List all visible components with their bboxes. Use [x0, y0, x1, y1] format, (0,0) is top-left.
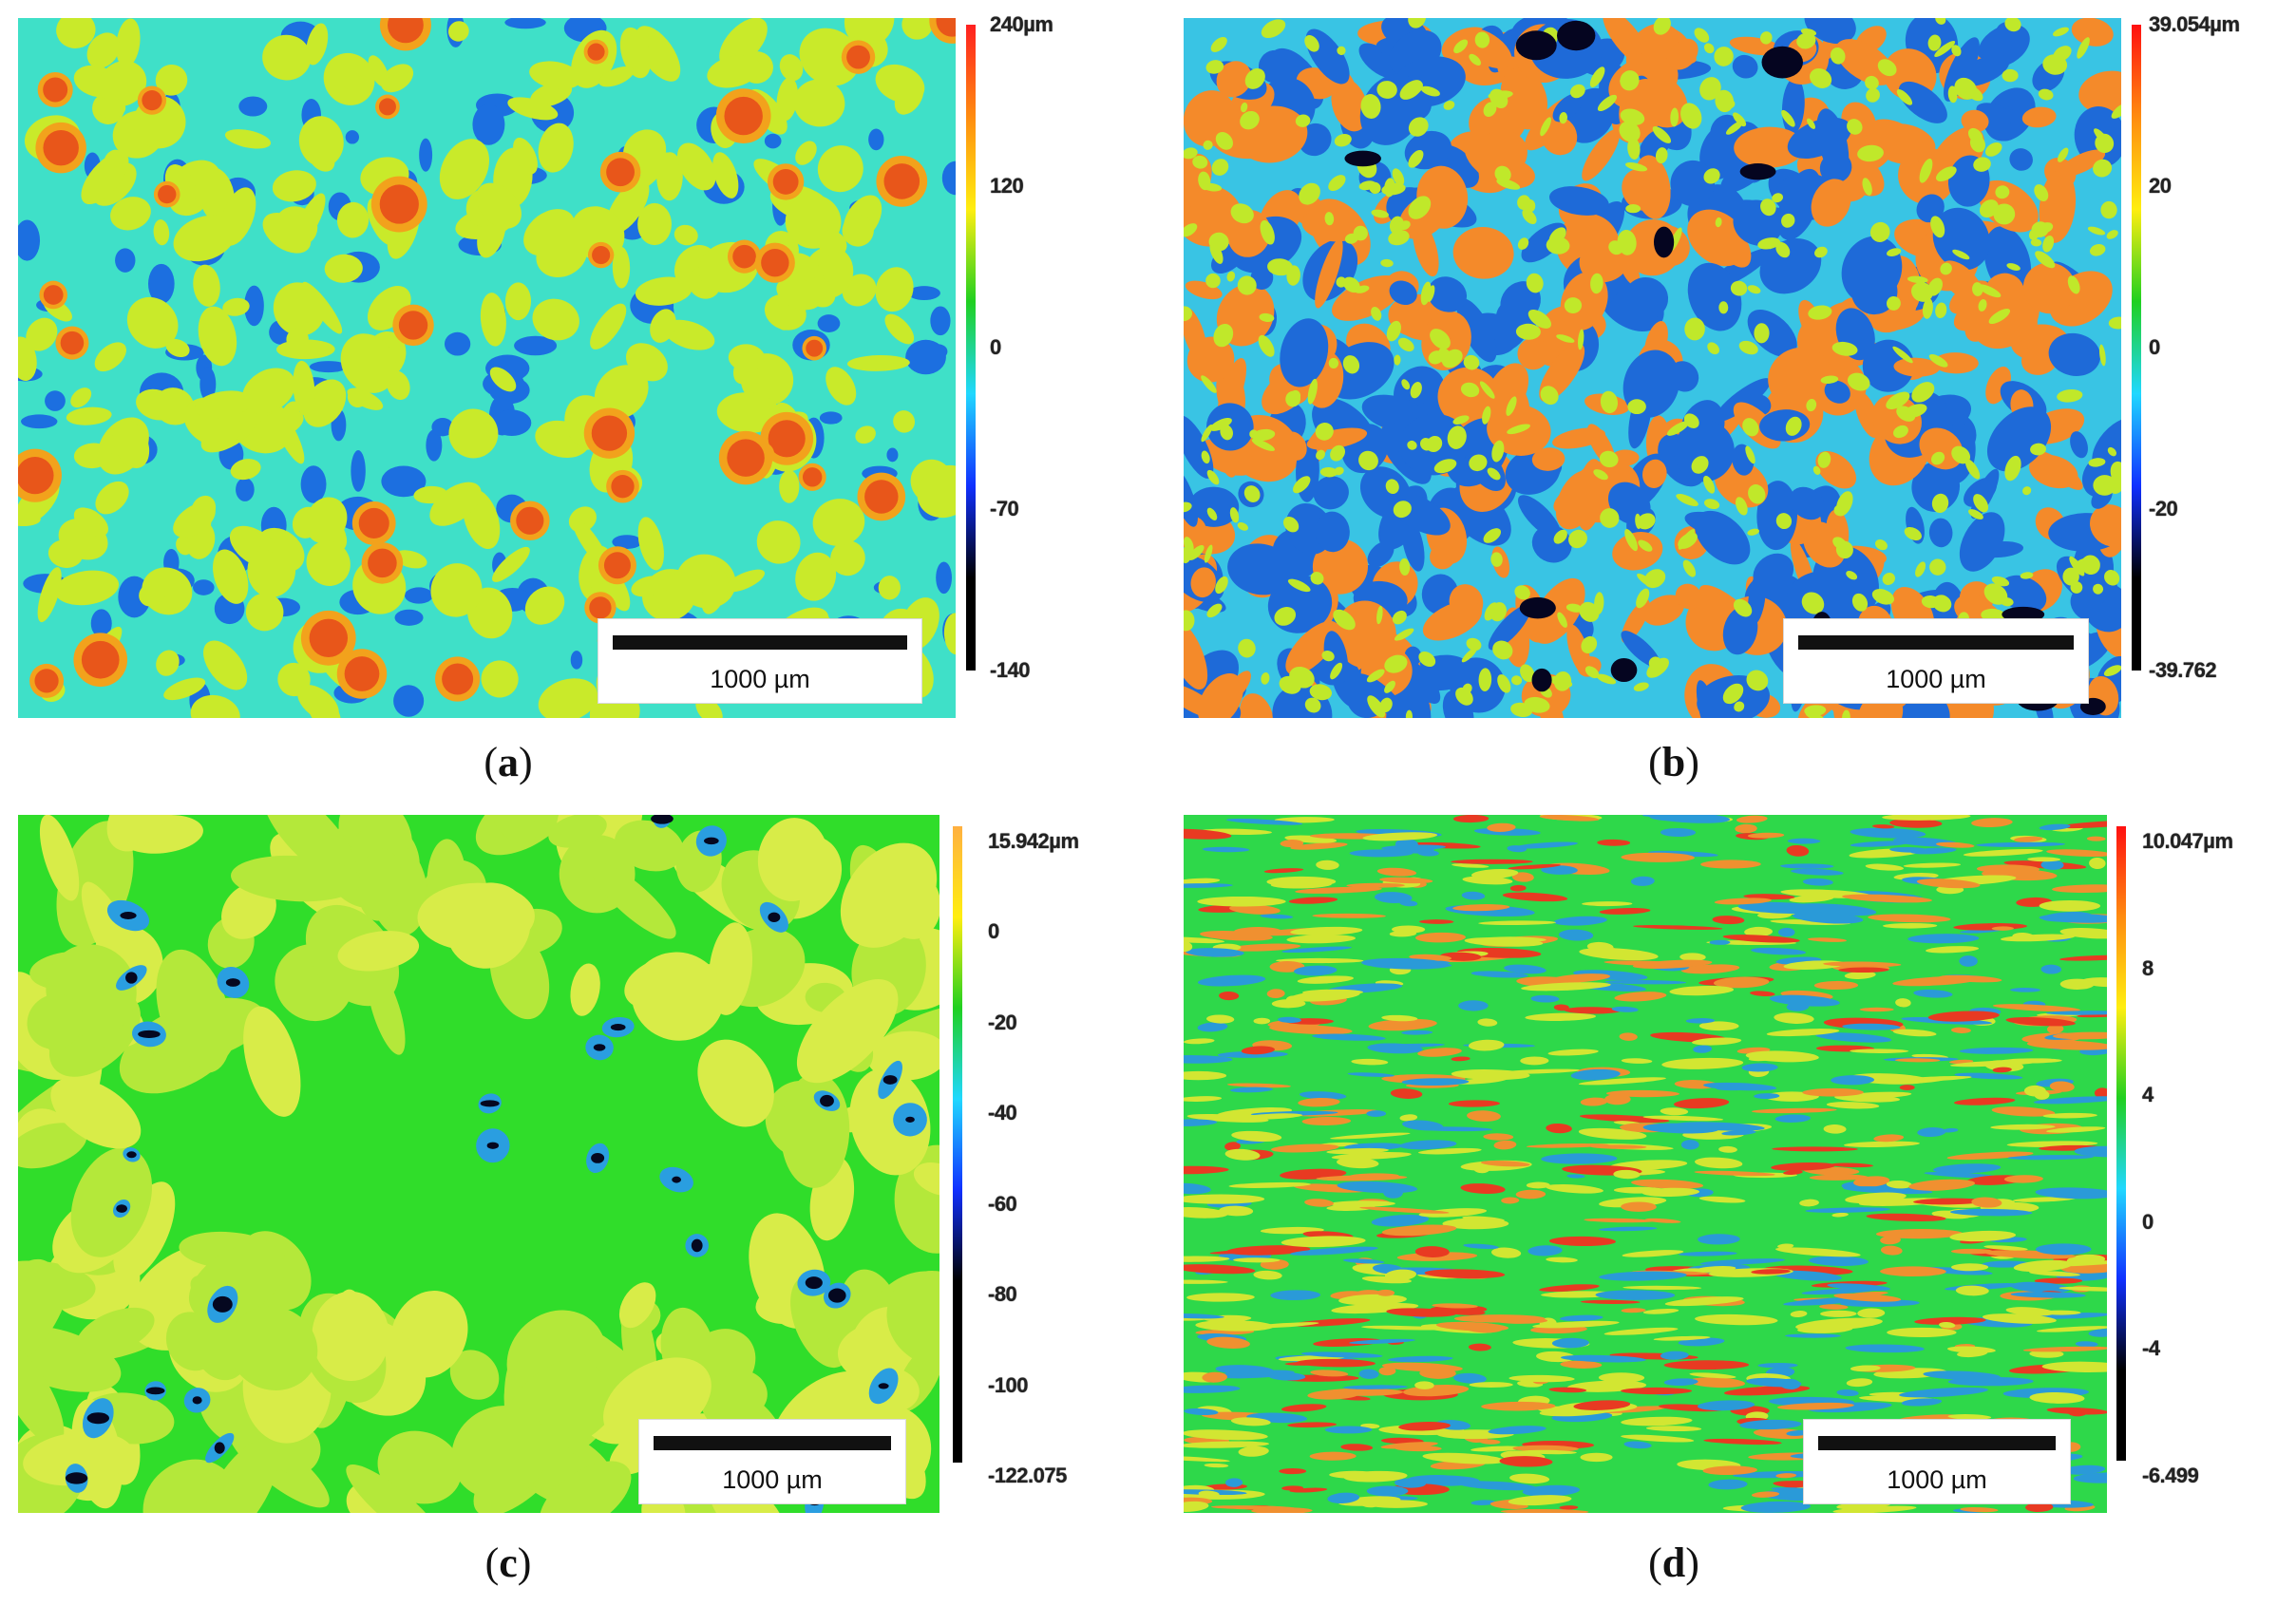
colorbar-a: [966, 25, 976, 671]
colorbar-tick-label: 0: [990, 335, 1001, 359]
caption-b: (b): [1648, 739, 1699, 785]
scale-bar-label-c: 1000 µm: [722, 1465, 823, 1494]
colorbar-tick-label: 8: [2142, 955, 2154, 980]
colorbar-tick-label: -140: [990, 658, 1031, 682]
scale-bar-d: [1818, 1436, 2056, 1450]
colorbar-tick-label: -6.499: [2142, 1464, 2199, 1487]
caption-d: (d): [1648, 1540, 1699, 1586]
colorbar-tick-label: 20: [2149, 174, 2172, 198]
colorbar-tick-label: 15.942µm: [988, 829, 1079, 853]
colorbar-tick-label: 0: [2142, 1209, 2154, 1234]
colorbar-tick-label: -122.075: [988, 1464, 1067, 1487]
scale-bar-box-a: 1000 µm: [598, 618, 922, 704]
height-map-c: [18, 815, 939, 1513]
colorbar-d: [2116, 826, 2126, 1461]
scale-bar-box-d: 1000 µm: [1803, 1419, 2071, 1504]
caption-a: (a): [484, 739, 533, 785]
caption-c: (c): [484, 1540, 532, 1586]
colorbar-tick-label: -4: [2142, 1336, 2160, 1361]
colorbar-tick-label: -60: [988, 1191, 1017, 1216]
colorbar-tick-label: -39.762: [2149, 658, 2217, 682]
colorbar-tick-label: 120: [990, 174, 1024, 198]
height-map-a: [18, 18, 956, 718]
scale-bar-box-c: 1000 µm: [638, 1419, 906, 1504]
colorbar-tick-label: -100: [988, 1372, 1029, 1397]
colorbar-tick-label: 0: [988, 919, 999, 944]
colorbar-tick-label: 10.047µm: [2142, 829, 2233, 853]
height-map-b: [1184, 18, 2121, 718]
height-map-d: [1184, 815, 2107, 1513]
colorbar-tick-label: 240µm: [990, 12, 1053, 36]
colorbar-tick-label: -80: [988, 1282, 1017, 1307]
colorbar-tick-label: -20: [2149, 497, 2178, 520]
scale-bar-label-b: 1000 µm: [1886, 665, 1986, 693]
scale-bar-label-d: 1000 µm: [1887, 1465, 1987, 1494]
scale-bar-c: [654, 1436, 891, 1450]
colorbar-c: [953, 826, 962, 1463]
colorbar-tick-label: -20: [988, 1010, 1017, 1034]
scale-bar-box-b: 1000 µm: [1783, 618, 2089, 704]
colorbar-tick-label: -70: [990, 497, 1019, 520]
colorbar-b: [2132, 25, 2141, 671]
scale-bar-a: [613, 635, 907, 650]
scale-bar-b: [1798, 635, 2074, 650]
colorbar-tick-label: 39.054µm: [2149, 12, 2240, 36]
colorbar-tick-label: 0: [2149, 335, 2160, 359]
colorbar-tick-label: -40: [988, 1101, 1017, 1125]
scale-bar-label-a: 1000 µm: [710, 665, 810, 693]
colorbar-tick-label: 4: [2142, 1083, 2154, 1107]
